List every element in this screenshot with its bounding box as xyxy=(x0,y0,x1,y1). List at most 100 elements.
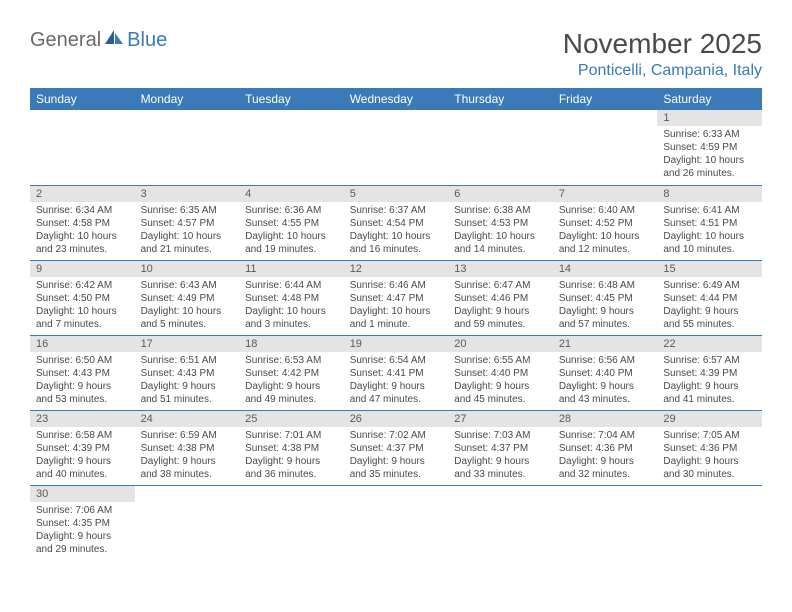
sunrise-text: Sunrise: 7:06 AM xyxy=(36,504,129,517)
sunrise-text: Sunrise: 7:01 AM xyxy=(245,429,338,442)
sunset-text: Sunset: 4:43 PM xyxy=(36,367,129,380)
daylight-text: Daylight: 9 hours and 49 minutes. xyxy=(245,380,338,406)
sunset-text: Sunset: 4:45 PM xyxy=(559,292,652,305)
sunrise-text: Sunrise: 6:38 AM xyxy=(454,204,547,217)
daylight-text: Daylight: 9 hours and 40 minutes. xyxy=(36,455,129,481)
calendar-cell: 3Sunrise: 6:35 AMSunset: 4:57 PMDaylight… xyxy=(135,185,240,260)
sunrise-text: Sunrise: 6:37 AM xyxy=(350,204,443,217)
calendar-cell xyxy=(135,485,240,560)
day-number: 9 xyxy=(30,261,135,277)
day-content: Sunrise: 7:06 AMSunset: 4:35 PMDaylight:… xyxy=(30,502,135,558)
day-number: 17 xyxy=(135,336,240,352)
calendar-cell: 15Sunrise: 6:49 AMSunset: 4:44 PMDayligh… xyxy=(657,260,762,335)
day-number: 3 xyxy=(135,186,240,202)
sunset-text: Sunset: 4:39 PM xyxy=(663,367,756,380)
header: General Blue November 2025 Ponticelli, C… xyxy=(30,28,762,80)
sunrise-text: Sunrise: 7:03 AM xyxy=(454,429,547,442)
sunset-text: Sunset: 4:51 PM xyxy=(663,217,756,230)
sunset-text: Sunset: 4:59 PM xyxy=(663,141,756,154)
day-number: 4 xyxy=(239,186,344,202)
daylight-text: Daylight: 10 hours and 21 minutes. xyxy=(141,230,234,256)
day-content: Sunrise: 6:44 AMSunset: 4:48 PMDaylight:… xyxy=(239,277,344,333)
day-content: Sunrise: 6:53 AMSunset: 4:42 PMDaylight:… xyxy=(239,352,344,408)
day-content: Sunrise: 6:42 AMSunset: 4:50 PMDaylight:… xyxy=(30,277,135,333)
sunset-text: Sunset: 4:36 PM xyxy=(663,442,756,455)
calendar-cell: 29Sunrise: 7:05 AMSunset: 4:36 PMDayligh… xyxy=(657,410,762,485)
sunrise-text: Sunrise: 6:57 AM xyxy=(663,354,756,367)
day-content: Sunrise: 6:35 AMSunset: 4:57 PMDaylight:… xyxy=(135,202,240,258)
daylight-text: Daylight: 10 hours and 3 minutes. xyxy=(245,305,338,331)
sunset-text: Sunset: 4:40 PM xyxy=(559,367,652,380)
sunset-text: Sunset: 4:47 PM xyxy=(350,292,443,305)
calendar-cell xyxy=(657,485,762,560)
day-number: 20 xyxy=(448,336,553,352)
sunrise-text: Sunrise: 6:40 AM xyxy=(559,204,652,217)
day-number: 30 xyxy=(30,486,135,502)
sunrise-text: Sunrise: 7:02 AM xyxy=(350,429,443,442)
day-content: Sunrise: 6:48 AMSunset: 4:45 PMDaylight:… xyxy=(553,277,658,333)
day-content: Sunrise: 6:59 AMSunset: 4:38 PMDaylight:… xyxy=(135,427,240,483)
day-content: Sunrise: 6:51 AMSunset: 4:43 PMDaylight:… xyxy=(135,352,240,408)
calendar-cell xyxy=(553,485,658,560)
sunset-text: Sunset: 4:50 PM xyxy=(36,292,129,305)
calendar-cell: 1Sunrise: 6:33 AMSunset: 4:59 PMDaylight… xyxy=(657,110,762,185)
day-number: 1 xyxy=(657,110,762,126)
sunrise-text: Sunrise: 6:48 AM xyxy=(559,279,652,292)
sunrise-text: Sunrise: 6:54 AM xyxy=(350,354,443,367)
day-content: Sunrise: 6:58 AMSunset: 4:39 PMDaylight:… xyxy=(30,427,135,483)
day-header: Tuesday xyxy=(239,88,344,110)
calendar-cell xyxy=(448,110,553,185)
daylight-text: Daylight: 9 hours and 32 minutes. xyxy=(559,455,652,481)
sunset-text: Sunset: 4:41 PM xyxy=(350,367,443,380)
calendar-cell: 28Sunrise: 7:04 AMSunset: 4:36 PMDayligh… xyxy=(553,410,658,485)
daylight-text: Daylight: 9 hours and 53 minutes. xyxy=(36,380,129,406)
daylight-text: Daylight: 9 hours and 47 minutes. xyxy=(350,380,443,406)
calendar-cell: 23Sunrise: 6:58 AMSunset: 4:39 PMDayligh… xyxy=(30,410,135,485)
day-content: Sunrise: 6:40 AMSunset: 4:52 PMDaylight:… xyxy=(553,202,658,258)
day-content: Sunrise: 6:43 AMSunset: 4:49 PMDaylight:… xyxy=(135,277,240,333)
day-number: 16 xyxy=(30,336,135,352)
daylight-text: Daylight: 9 hours and 57 minutes. xyxy=(559,305,652,331)
calendar-cell: 22Sunrise: 6:57 AMSunset: 4:39 PMDayligh… xyxy=(657,335,762,410)
calendar-cell: 18Sunrise: 6:53 AMSunset: 4:42 PMDayligh… xyxy=(239,335,344,410)
calendar-week-row: 1Sunrise: 6:33 AMSunset: 4:59 PMDaylight… xyxy=(30,110,762,185)
day-content: Sunrise: 6:57 AMSunset: 4:39 PMDaylight:… xyxy=(657,352,762,408)
day-number: 29 xyxy=(657,411,762,427)
calendar-head: SundayMondayTuesdayWednesdayThursdayFrid… xyxy=(30,88,762,110)
calendar-cell: 24Sunrise: 6:59 AMSunset: 4:38 PMDayligh… xyxy=(135,410,240,485)
calendar-cell: 9Sunrise: 6:42 AMSunset: 4:50 PMDaylight… xyxy=(30,260,135,335)
day-number: 15 xyxy=(657,261,762,277)
sunset-text: Sunset: 4:44 PM xyxy=(663,292,756,305)
day-content: Sunrise: 7:02 AMSunset: 4:37 PMDaylight:… xyxy=(344,427,449,483)
calendar-cell: 20Sunrise: 6:55 AMSunset: 4:40 PMDayligh… xyxy=(448,335,553,410)
calendar-cell xyxy=(239,110,344,185)
calendar-cell: 19Sunrise: 6:54 AMSunset: 4:41 PMDayligh… xyxy=(344,335,449,410)
day-header: Friday xyxy=(553,88,658,110)
sunset-text: Sunset: 4:37 PM xyxy=(350,442,443,455)
calendar-cell: 27Sunrise: 7:03 AMSunset: 4:37 PMDayligh… xyxy=(448,410,553,485)
calendar-cell xyxy=(344,110,449,185)
day-number: 27 xyxy=(448,411,553,427)
day-number: 25 xyxy=(239,411,344,427)
sunrise-text: Sunrise: 6:53 AM xyxy=(245,354,338,367)
calendar-week-row: 2Sunrise: 6:34 AMSunset: 4:58 PMDaylight… xyxy=(30,185,762,260)
sunrise-text: Sunrise: 6:51 AM xyxy=(141,354,234,367)
calendar-cell xyxy=(553,110,658,185)
day-number: 14 xyxy=(553,261,658,277)
sunset-text: Sunset: 4:48 PM xyxy=(245,292,338,305)
daylight-text: Daylight: 9 hours and 41 minutes. xyxy=(663,380,756,406)
title-block: November 2025 Ponticelli, Campania, Ital… xyxy=(563,28,762,80)
sunrise-text: Sunrise: 6:44 AM xyxy=(245,279,338,292)
logo-sail-icon xyxy=(103,28,125,52)
sunrise-text: Sunrise: 6:47 AM xyxy=(454,279,547,292)
sunset-text: Sunset: 4:38 PM xyxy=(245,442,338,455)
day-number: 6 xyxy=(448,186,553,202)
sunrise-text: Sunrise: 6:46 AM xyxy=(350,279,443,292)
calendar-cell: 10Sunrise: 6:43 AMSunset: 4:49 PMDayligh… xyxy=(135,260,240,335)
daylight-text: Daylight: 9 hours and 43 minutes. xyxy=(559,380,652,406)
daylight-text: Daylight: 10 hours and 12 minutes. xyxy=(559,230,652,256)
day-header-row: SundayMondayTuesdayWednesdayThursdayFrid… xyxy=(30,88,762,110)
sunset-text: Sunset: 4:53 PM xyxy=(454,217,547,230)
sunset-text: Sunset: 4:55 PM xyxy=(245,217,338,230)
daylight-text: Daylight: 9 hours and 51 minutes. xyxy=(141,380,234,406)
